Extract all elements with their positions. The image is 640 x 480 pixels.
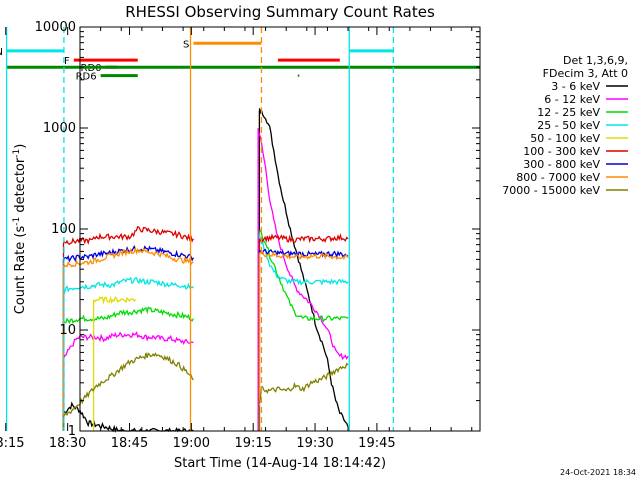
legend-label-12-25-kev: 12 - 25 keV [537,106,600,119]
legend-label-300-800-kev: 300 - 800 keV [523,158,600,171]
series-trace [93,295,137,305]
flag-label-rd6: RD6 [76,72,97,83]
y-tick-label: 100 [51,222,76,237]
axis-layer: 18:15 18:30 18:45 19:00 19:15 19:30 19:45 1 10 10… [0,20,480,451]
x-tick-label: 19:00 [173,436,210,451]
x-tick-label: 19:30 [296,436,333,451]
y-tick-label: 10000 [35,20,76,35]
series-trace [258,234,349,286]
series-trace [258,108,349,428]
series-trace [257,129,349,361]
chart-title: RHESSI Observing Summary Count Rates [125,3,435,21]
legend-header-line: FDecim 3, Att 0 [543,67,628,80]
series-layer [62,108,349,433]
y-tick-label: 10 [59,323,76,338]
x-tick-label: 18:30 [49,436,86,451]
series-trace [258,250,349,261]
x-tick-label: 19:45 [358,436,395,451]
series-trace [62,245,194,268]
legend-label-25-50-kev: 25 - 50 keV [537,119,600,132]
legend-label-3-6-kev: 3 - 6 keV [551,80,600,93]
series-trace [62,276,194,294]
series-trace [63,225,194,245]
y-tick-label: 1 [68,424,76,439]
y-axis-label-sup2: -1 [12,149,22,158]
series-trace [63,352,194,417]
series-trace [62,244,194,263]
x-tick-label: 19:15 [234,436,271,451]
y-axis-label-main: Count Rate (s [13,226,28,315]
series-trace [63,306,194,325]
legend-label-50-100-kev: 50 - 100 keV [530,132,600,145]
x-tick-label: 18:15 [0,436,25,451]
legend-label-100-300-kev: 100 - 300 keV [523,145,600,158]
y-axis-label-mid: detector [13,157,28,217]
y-tick-label: 1000 [43,121,76,136]
series-trace [258,248,349,259]
vline-layer [5,27,395,431]
legend-label-6-12-kev: 6 - 12 keV [544,93,600,106]
flag-label-s: S [183,39,189,50]
generation-timestamp: 24-Oct-2021 18:34 [560,468,636,477]
series-trace [258,362,349,404]
series-trace [259,233,349,244]
legend-header-line: Det 1,3,6,9, [563,54,628,67]
x-tick-label: 18:45 [111,436,148,451]
legend-label-800-7000-kev: 800 - 7000 keV [516,171,600,184]
y-axis-label-sup1: -1 [12,217,22,226]
y-axis-label-end: ) [13,144,28,149]
flag-label-f: F [64,56,70,67]
y-axis-label: Count Rate (s-1 detector-1) [12,144,28,315]
series-trace [259,229,349,323]
flag-layer: NFSRD0RD6 [0,39,480,83]
series-trace [62,331,194,360]
series-50-100-kev [92,295,137,431]
legend-label-7000-15000-kev: 7000 - 15000 keV [502,184,600,197]
x-axis-label: Start Time (14-Aug-14 18:14:42) [174,456,386,471]
flag-label-n: N [0,47,3,58]
